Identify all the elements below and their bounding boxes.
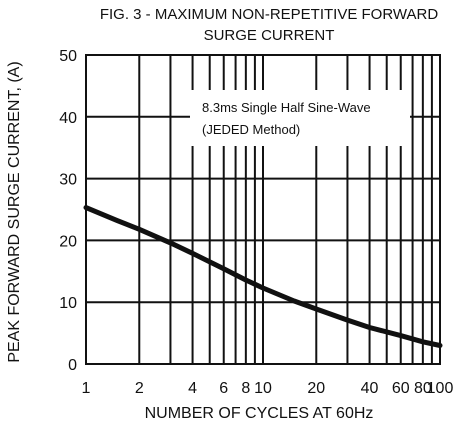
y-tick-label: 10 — [59, 295, 77, 312]
annotation-line-2: (JEDED Method) — [202, 122, 300, 137]
y-axis-label: PEAK FORWARD SURGE CURRENT, (A) — [6, 61, 23, 362]
x-tick-label: 4 — [188, 380, 197, 397]
y-tick-label: 30 — [59, 172, 77, 189]
x-tick-label: 2 — [135, 380, 144, 397]
y-tick-label: 40 — [59, 110, 77, 127]
x-tick-label: 20 — [307, 380, 325, 397]
x-tick-label: 10 — [254, 380, 272, 397]
y-tick-label: 50 — [59, 48, 77, 65]
series-layer — [83, 205, 443, 348]
x-tick-label: 6 — [219, 380, 228, 397]
y-tick-label: 20 — [59, 233, 77, 250]
x-axis-label: NUMBER OF CYCLES AT 60Hz — [145, 405, 374, 422]
x-tick-label: 8 — [241, 380, 250, 397]
annotation-line-1: 8.3ms Single Half Sine-Wave — [202, 100, 371, 115]
x-tick-label: 1 — [82, 380, 91, 397]
y-tick-label: 0 — [68, 357, 77, 374]
surge-current-curve — [83, 205, 443, 348]
x-tick-label: 80 — [414, 380, 432, 397]
annotation-layer: 8.3ms Single Half Sine-Wave (JEDED Metho… — [190, 90, 410, 146]
chart-subtitle: SURGE CURRENT — [204, 27, 335, 44]
x-tick-label: 60 — [392, 380, 410, 397]
chart-title: FIG. 3 - MAXIMUM NON-REPETITIVE FORWARD — [100, 6, 439, 23]
annotation-box — [190, 90, 410, 146]
x-tick-label: 40 — [361, 380, 379, 397]
x-tick-label: 100 — [427, 380, 454, 397]
